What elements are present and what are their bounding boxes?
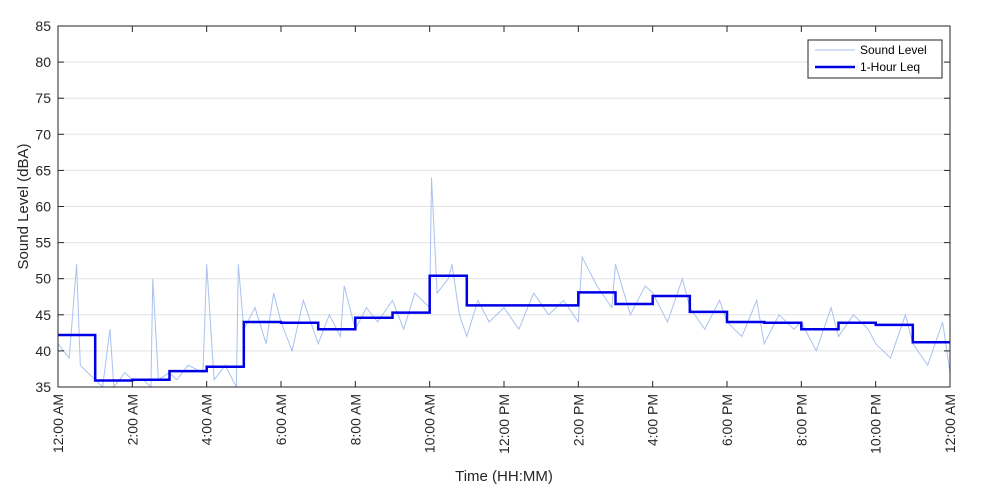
y-tick-label: 35 xyxy=(35,379,51,395)
x-tick-label: 8:00 AM xyxy=(347,394,363,445)
y-tick-label: 40 xyxy=(35,343,51,359)
x-tick-label: 6:00 AM xyxy=(273,394,289,445)
y-axis-label: Sound Level (dBA) xyxy=(15,144,32,270)
series-sound-level-line xyxy=(57,177,951,389)
x-axis-label: Time (HH:MM) xyxy=(455,468,553,485)
x-tick-label: 4:00 PM xyxy=(645,394,661,446)
x-tick-label: 4:00 AM xyxy=(199,394,215,445)
x-tick-label: 12:00 PM xyxy=(496,394,512,454)
series-1-hour-leq-step xyxy=(58,274,950,382)
legend: Sound Level 1-Hour Leq xyxy=(807,39,943,79)
legend-box xyxy=(807,39,943,79)
x-tick-label: 10:00 AM xyxy=(422,394,438,453)
y-tick-label: 45 xyxy=(35,307,51,323)
y-tick-label: 50 xyxy=(35,271,51,287)
legend-entry-sound-level: Sound Level xyxy=(860,43,927,57)
x-tick-label: 8:00 PM xyxy=(793,394,809,446)
y-tick-label: 75 xyxy=(35,90,51,106)
y-tick-label: 55 xyxy=(35,235,51,251)
series-layer xyxy=(57,177,951,389)
y-tick-label: 80 xyxy=(35,54,51,70)
y-tick-label: 65 xyxy=(35,162,51,178)
x-tick-label: 12:00 AM xyxy=(50,394,66,453)
x-tick-label: 2:00 AM xyxy=(124,394,140,445)
y-tick-label: 70 xyxy=(35,126,51,142)
y-tick-label: 60 xyxy=(35,199,51,215)
x-tick-label: 12:00 AM xyxy=(942,394,958,453)
x-tick-label: 10:00 PM xyxy=(868,394,884,454)
y-tick-label: 85 xyxy=(35,18,51,34)
legend-entry-1-hour-leq: 1-Hour Leq xyxy=(860,60,920,74)
x-tick-label: 6:00 PM xyxy=(719,394,735,446)
axis-ticks: 35 40 45 50 55 60 65 70 75 80 85 12:00 AM 2:00 AM 4:0… xyxy=(35,18,958,454)
x-tick-label: 2:00 PM xyxy=(570,394,586,446)
grid xyxy=(58,25,950,388)
